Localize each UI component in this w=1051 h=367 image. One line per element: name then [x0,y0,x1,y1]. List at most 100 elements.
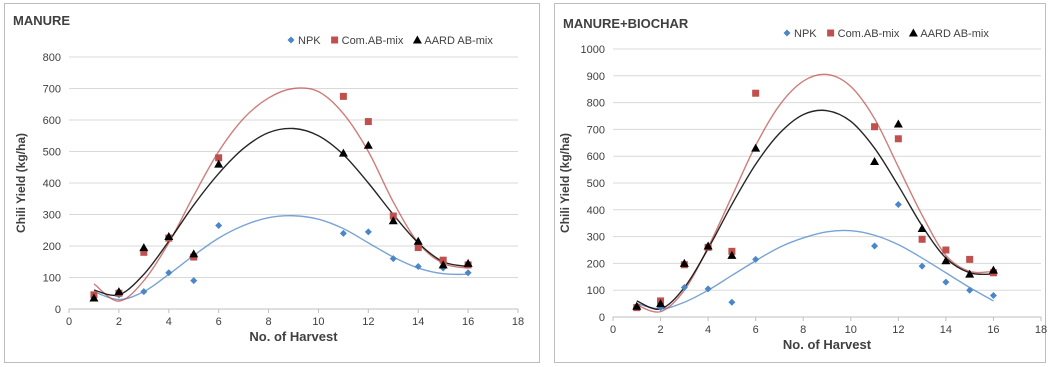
chart-title: MANURE+BIOCHAR [563,16,689,31]
legend-aard-ab-mix-label: AARD AB-mix [424,35,493,47]
x-tick-label: 0 [66,316,72,328]
x-tick-label: 6 [216,316,222,328]
trendline-com-ab-mix [636,73,994,313]
trendline-aard-ab-mix [93,127,469,297]
point-npk [966,286,974,294]
legend-aard-ab-mix-marker [412,35,422,44]
x-tick-label: 0 [610,324,616,336]
point-npk [215,222,223,230]
legend-npk-label: NPK [794,28,817,40]
y-tick-label: 700 [43,84,61,96]
point-aard-ab-mix [751,143,761,152]
trendline-com-ab-mix [93,87,469,302]
y-tick-label: 300 [587,232,605,244]
point-aard-ab-mix [214,159,224,168]
point-aard-ab-mix [363,140,373,149]
point-npk [871,242,879,250]
x-tick-label: 2 [657,324,663,336]
point-npk [140,288,148,296]
x-tick-label: 14 [412,316,424,328]
point-npk [165,269,173,277]
y-tick-label: 500 [587,178,605,190]
x-tick-label: 10 [845,324,857,336]
y-tick-label: 100 [43,273,61,285]
x-tick-label: 16 [987,324,999,336]
point-aard-ab-mix [965,269,975,278]
point-com-ab-mix [414,244,422,252]
x-axis-label: No. of Harvest [783,337,872,352]
point-com-ab-mix [752,89,760,97]
y-tick-label: 0 [55,304,61,316]
point-npk [339,229,347,237]
y-tick-label: 400 [587,205,605,217]
point-aard-ab-mix [189,249,199,258]
point-aard-ab-mix [988,265,998,274]
point-aard-ab-mix [139,243,149,252]
point-npk [704,285,712,293]
point-npk [389,255,397,263]
x-tick-label: 4 [705,324,711,336]
point-aard-ab-mix [893,119,903,128]
x-tick-label: 6 [753,324,759,336]
point-npk [728,298,736,306]
x-tick-label: 14 [940,324,952,336]
legend-com-ab-mix-marker [331,36,339,44]
legend-npk-label: NPK [298,35,321,47]
y-tick-label: 0 [599,312,605,324]
point-aard-ab-mix [656,299,666,308]
point-com-ab-mix [918,235,926,243]
point-npk [364,228,372,236]
point-com-ab-mix [439,256,447,264]
y-tick-label: 700 [587,124,605,136]
point-npk [190,277,198,285]
point-aard-ab-mix [679,258,689,267]
point-npk [752,255,760,263]
point-aard-ab-mix [727,250,737,259]
point-npk [989,292,997,300]
trendline-npk [636,229,994,310]
point-aard-ab-mix [164,232,174,241]
y-tick-label: 200 [43,241,61,253]
point-aard-ab-mix [870,157,880,166]
x-tick-label: 16 [462,316,474,328]
legend-com-ab-mix-label: Com.AB-mix [838,28,900,40]
y-tick-label: 900 [587,71,605,83]
point-npk [464,269,472,277]
point-npk [680,284,688,292]
x-tick-label: 12 [362,316,374,328]
point-aard-ab-mix [632,301,642,310]
x-tick-label: 4 [166,316,172,328]
y-tick-label: 200 [587,258,605,270]
y-tick-label: 100 [587,285,605,297]
point-com-ab-mix [871,123,879,131]
point-aard-ab-mix [463,258,473,267]
point-aard-ab-mix [338,148,348,157]
x-axis-label: No. of Harvest [249,329,338,344]
point-aard-ab-mix [917,224,927,233]
y-tick-label: 400 [43,178,61,190]
legend-npk-marker [287,36,295,44]
y-axis-label: Chili Yield (kg/ha) [14,133,28,233]
point-com-ab-mix [364,118,372,126]
legend-com-ab-mix-marker [827,29,835,37]
point-com-ab-mix [966,255,974,263]
x-tick-label: 2 [116,316,122,328]
point-com-ab-mix [942,246,950,254]
y-axis-label: Chili Yield (kg/ha) [558,133,572,233]
point-aard-ab-mix [388,216,398,225]
legend-aard-ab-mix-marker [908,28,918,37]
point-npk [918,262,926,270]
point-com-ab-mix [140,248,148,256]
point-com-ab-mix [894,135,902,143]
legend-npk-marker [783,29,791,37]
legend-aard-ab-mix-label: AARD AB-mix [920,28,989,40]
y-tick-label: 600 [43,115,61,127]
point-com-ab-mix [215,154,223,162]
x-tick-label: 18 [512,316,524,328]
x-tick-label: 12 [892,324,904,336]
x-tick-label: 10 [312,316,324,328]
point-aard-ab-mix [703,241,713,250]
y-tick-label: 600 [587,151,605,163]
y-tick-label: 500 [43,147,61,159]
manure-biochar-chart-panel: MANURE+BIOCHAR 0 100 200 300 400 500 600 700 800 9… [554,3,1047,363]
